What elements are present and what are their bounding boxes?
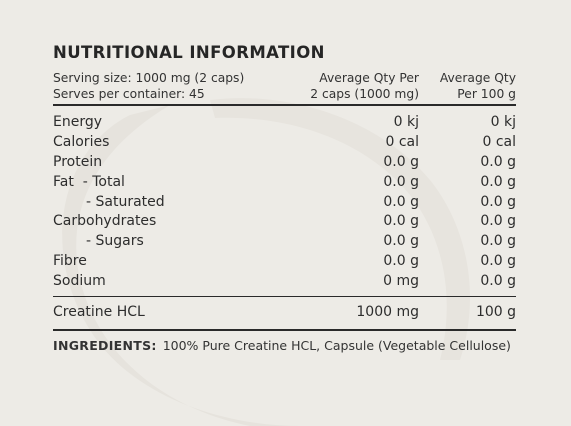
- nutrient-per-100g: 0 kj: [490, 114, 516, 130]
- active-ingredient-row: Creatine HCL 1000 mg 100 g: [53, 303, 516, 323]
- divider: [53, 328, 516, 331]
- nutrient-row: - Sugars 0.0 g 0.0 g: [53, 232, 516, 252]
- nutrient-row: Protein 0.0 g 0.0 g: [53, 153, 516, 173]
- nutrient-name: - Sugars: [86, 233, 144, 250]
- nutrient-per-serving: 0.0 g: [383, 173, 419, 190]
- nutrient-name: Carbohydrates: [53, 213, 157, 230]
- column-header-per-serving-line1: Average Qty Per: [319, 71, 419, 85]
- active-ingredient-name: Creatine HCL: [53, 304, 145, 321]
- active-ingredient-per-serving: 1000 mg: [356, 304, 419, 321]
- nutrient-per-100g: 0 cal: [482, 133, 516, 150]
- nutrient-row: - Saturated 0.0 g 0.0 g: [53, 193, 516, 213]
- serving-size: Serving size: 1000 mg (2 caps): [53, 71, 245, 85]
- column-header-per-100g: Average Qty Per 100 g: [440, 70, 516, 102]
- nutrient-per-serving: 0 cal: [385, 133, 419, 150]
- nutrient-name: Fat - Total: [53, 173, 125, 190]
- nutrient-per-100g: 0.0 g: [480, 273, 516, 290]
- nutrient-per-serving: 0 kj: [393, 114, 419, 130]
- active-ingredient-per-100g: 100 g: [475, 304, 516, 321]
- nutrient-table: Energy 0 kj 0 kj Calories 0 cal 0 cal Pr…: [53, 106, 516, 296]
- serves-per-container: Serves per container: 45: [53, 87, 205, 101]
- nutrient-per-100g: 0.0 g: [480, 173, 516, 190]
- nutrient-row: Calories 0 cal 0 cal: [53, 133, 516, 153]
- nutrient-name: Energy: [53, 114, 103, 130]
- nutrient-row: Fibre 0.0 g 0.0 g: [53, 252, 516, 272]
- nutrient-per-serving: 0.0 g: [383, 153, 419, 170]
- column-header-per-serving-line2: 2 caps (1000 mg): [310, 87, 419, 101]
- serving-info: Serving size: 1000 mg (2 caps) Serves pe…: [53, 70, 516, 104]
- nutrient-per-100g: 0.0 g: [480, 193, 516, 210]
- panel-title: NUTRITIONAL INFORMATION: [53, 43, 325, 62]
- nutrient-per-100g: 0.0 g: [480, 253, 516, 270]
- divider: [53, 104, 516, 106]
- nutrient-row: Sodium 0 mg 0.0 g: [53, 272, 516, 292]
- nutrient-per-serving: 0.0 g: [383, 193, 419, 210]
- nutrient-row: Energy 0 kj 0 kj: [53, 113, 516, 133]
- nutrient-name: Fibre: [53, 253, 87, 270]
- serving-details: Serving size: 1000 mg (2 caps) Serves pe…: [53, 70, 244, 102]
- nutrient-per-serving: 0 mg: [383, 273, 419, 290]
- nutrition-panel: NUTRITIONAL INFORMATION Serving size: 10…: [53, 40, 516, 355]
- nutrient-name: Calories: [53, 133, 110, 150]
- nutrient-name: - Saturated: [86, 193, 165, 210]
- ingredients-text: 100% Pure Creatine HCL, Capsule (Vegetab…: [162, 337, 511, 353]
- nutrient-row: Carbohydrates 0.0 g 0.0 g: [53, 212, 516, 232]
- nutrient-per-serving: 0.0 g: [383, 253, 419, 270]
- ingredients-label: INGREDIENTS:: [53, 337, 157, 353]
- column-header-per-100g-line2: Per 100 g: [457, 87, 516, 101]
- nutrient-row: Fat - Total 0.0 g 0.0 g: [53, 173, 516, 193]
- nutrient-per-100g: 0.0 g: [480, 233, 516, 250]
- column-header-per-serving: Average Qty Per 2 caps (1000 mg): [310, 70, 419, 102]
- divider: [53, 296, 516, 298]
- nutrient-per-100g: 0.0 g: [480, 153, 516, 170]
- active-ingredient-section: Creatine HCL 1000 mg 100 g: [53, 297, 516, 329]
- nutrient-per-serving: 0.0 g: [383, 233, 419, 250]
- nutrient-per-100g: 0.0 g: [480, 213, 516, 230]
- nutrient-name: Sodium: [53, 273, 106, 290]
- nutrient-name: Protein: [53, 153, 103, 170]
- column-header-per-100g-line1: Average Qty: [439, 71, 516, 85]
- nutrient-per-serving: 0.0 g: [383, 213, 419, 230]
- ingredients-line: INGREDIENTS: 100% Pure Creatine HCL, Caps…: [53, 337, 516, 355]
